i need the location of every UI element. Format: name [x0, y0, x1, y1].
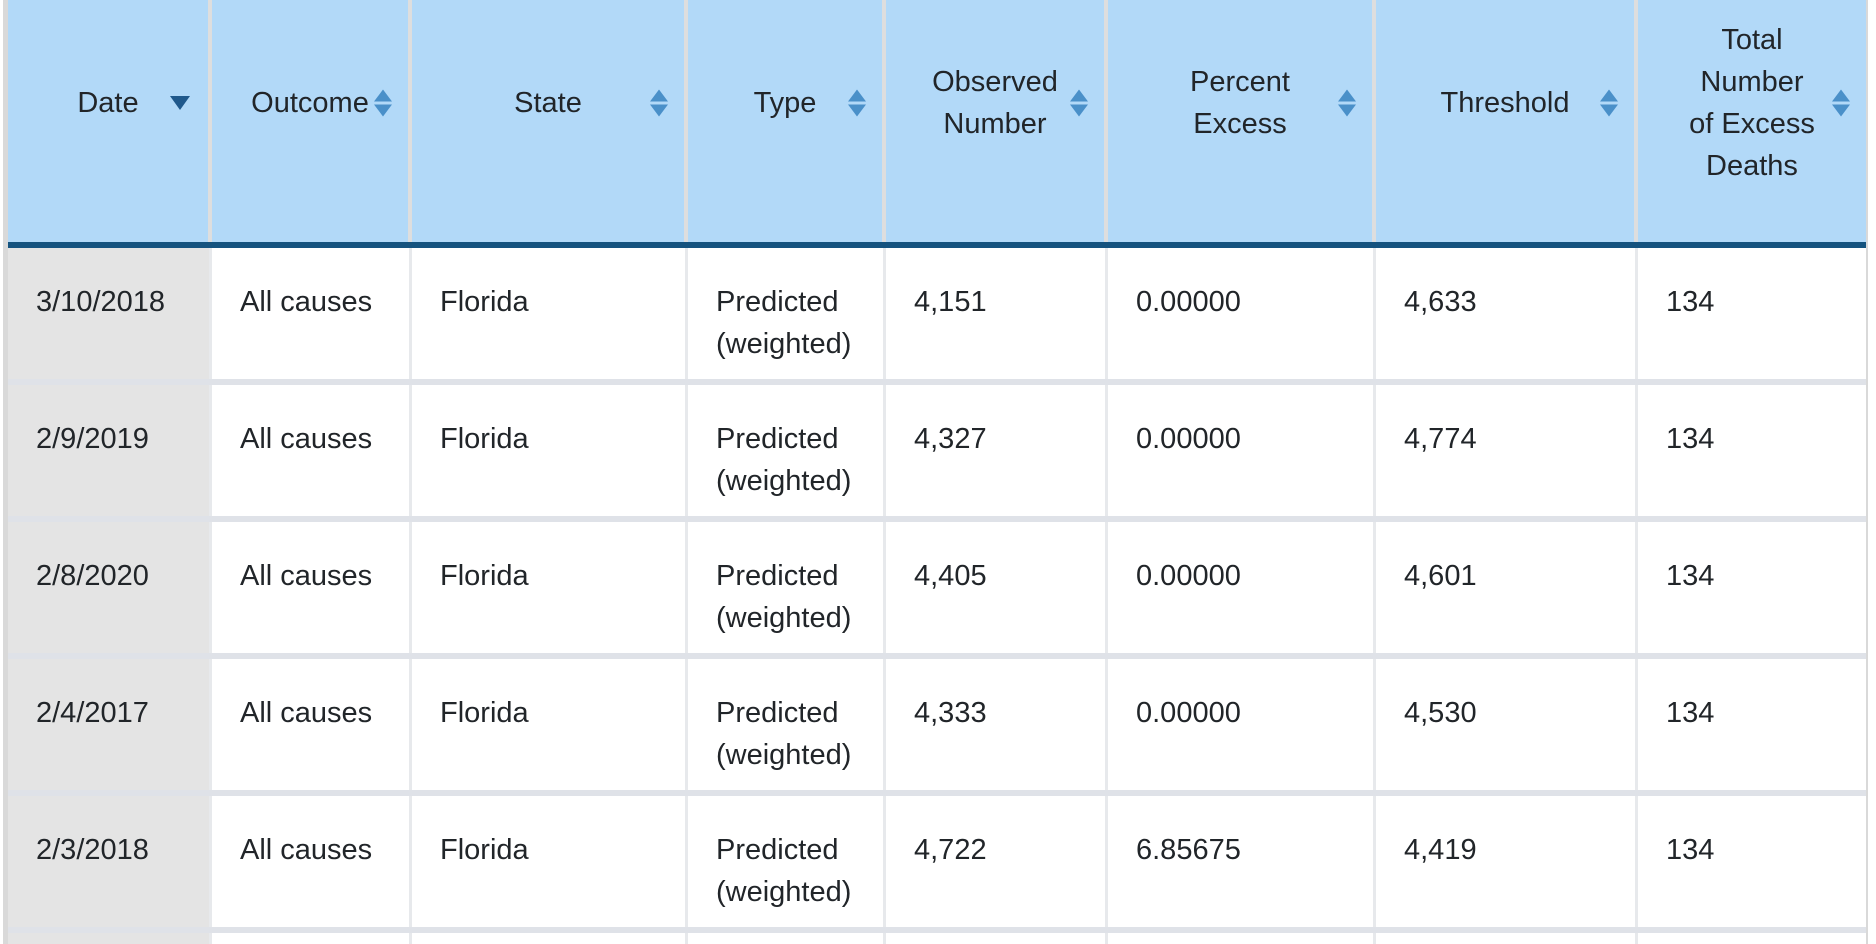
table-row: 3/10/2018 All causes Florida Predicted (…: [8, 248, 1866, 385]
cell-percent-excess: 0.00000: [1108, 659, 1376, 790]
column-header-label: Type: [753, 87, 817, 119]
cell-state: Florida: [412, 796, 688, 927]
column-header-label: Date: [77, 87, 139, 119]
cell-threshold: 4,530: [1376, 659, 1638, 790]
cell-total-excess-deaths: 134: [1638, 659, 1866, 790]
sort-both-icon: [848, 89, 866, 117]
cell-outcome: [212, 933, 412, 944]
cell-threshold: 4,419: [1376, 796, 1638, 927]
sort-both-icon: [374, 89, 392, 117]
cell-total-excess-deaths: 134: [1638, 385, 1866, 516]
cell-state: Florida: [412, 522, 688, 653]
cell-observed-number: 4,405: [886, 522, 1108, 653]
sort-both-icon: [1600, 89, 1618, 117]
cell-percent-excess: 0.00000: [1108, 385, 1376, 516]
cell-date: 2/9/2019: [8, 385, 212, 516]
cell-date: [8, 933, 212, 944]
cell-date: 2/4/2017: [8, 659, 212, 790]
cell-state: Florida: [412, 659, 688, 790]
cell-type: Predicted (weighted): [688, 248, 886, 379]
column-header-label: Threshold: [1440, 87, 1570, 119]
cell-state: [412, 933, 688, 944]
table-row: 2/3/2018 All causes Florida Predicted (w…: [8, 796, 1866, 933]
cell-state: Florida: [412, 248, 688, 379]
data-table: Date Outcome State Type Observed Number …: [3, 0, 1868, 944]
cell-threshold: [1376, 933, 1638, 944]
cell-observed-number: [886, 933, 1108, 944]
cell-observed-number: 4,333: [886, 659, 1108, 790]
cell-date: 3/10/2018: [8, 248, 212, 379]
cell-outcome: All causes: [212, 796, 412, 927]
cell-percent-excess: 0.00000: [1108, 522, 1376, 653]
cell-type: [688, 933, 886, 944]
table-row: 2/8/2020 All causes Florida Predicted (w…: [8, 522, 1866, 659]
table-header-row: Date Outcome State Type Observed Number …: [8, 0, 1866, 248]
cell-threshold: 4,774: [1376, 385, 1638, 516]
cell-threshold: 4,601: [1376, 522, 1638, 653]
column-header-threshold[interactable]: Threshold: [1376, 0, 1638, 242]
column-header-state[interactable]: State: [412, 0, 688, 242]
sort-both-icon: [1832, 89, 1850, 117]
cell-total-excess-deaths: 134: [1638, 796, 1866, 927]
cell-outcome: All causes: [212, 659, 412, 790]
column-header-label: Total Number of Excess Deaths: [1689, 24, 1815, 182]
cell-percent-excess: [1108, 933, 1376, 944]
cell-type: Predicted (weighted): [688, 659, 886, 790]
cell-date: 2/8/2020: [8, 522, 212, 653]
cell-outcome: All causes: [212, 248, 412, 379]
column-header-label: Outcome: [251, 87, 369, 119]
cell-observed-number: 4,722: [886, 796, 1108, 927]
table-row: 2/4/2017 All causes Florida Predicted (w…: [8, 659, 1866, 796]
cell-outcome: All causes: [212, 385, 412, 516]
column-header-date[interactable]: Date: [8, 0, 212, 242]
cell-observed-number: 4,327: [886, 385, 1108, 516]
column-header-observed-number[interactable]: Observed Number: [886, 0, 1108, 242]
cell-percent-excess: 0.00000: [1108, 248, 1376, 379]
cell-type: Predicted (weighted): [688, 796, 886, 927]
cell-total-excess-deaths: 134: [1638, 248, 1866, 379]
cell-type: Predicted (weighted): [688, 522, 886, 653]
cell-observed-number: 4,151: [886, 248, 1108, 379]
cell-outcome: All causes: [212, 522, 412, 653]
column-header-label: State: [514, 87, 582, 119]
column-header-type[interactable]: Type: [688, 0, 886, 242]
table-body: 3/10/2018 All causes Florida Predicted (…: [8, 248, 1866, 944]
sort-both-icon: [1338, 89, 1356, 117]
cell-total-excess-deaths: 134: [1638, 522, 1866, 653]
cell-date: 2/3/2018: [8, 796, 212, 927]
table-row: 2/9/2019 All causes Florida Predicted (w…: [8, 385, 1866, 522]
cell-percent-excess: 6.85675: [1108, 796, 1376, 927]
cell-type: Predicted (weighted): [688, 385, 886, 516]
cell-total-excess-deaths: [1638, 933, 1866, 944]
cell-state: Florida: [412, 385, 688, 516]
column-header-total-excess-deaths[interactable]: Total Number of Excess Deaths: [1638, 0, 1866, 242]
sort-both-icon: [650, 89, 668, 117]
sort-descending-icon: [170, 96, 190, 110]
column-header-percent-excess[interactable]: Percent Excess: [1108, 0, 1376, 242]
column-header-label: Observed Number: [932, 66, 1058, 140]
sort-both-icon: [1070, 89, 1088, 117]
cell-threshold: 4,633: [1376, 248, 1638, 379]
column-header-outcome[interactable]: Outcome: [212, 0, 412, 242]
table-row-partial: [8, 933, 1866, 944]
column-header-label: Percent Excess: [1190, 66, 1290, 140]
